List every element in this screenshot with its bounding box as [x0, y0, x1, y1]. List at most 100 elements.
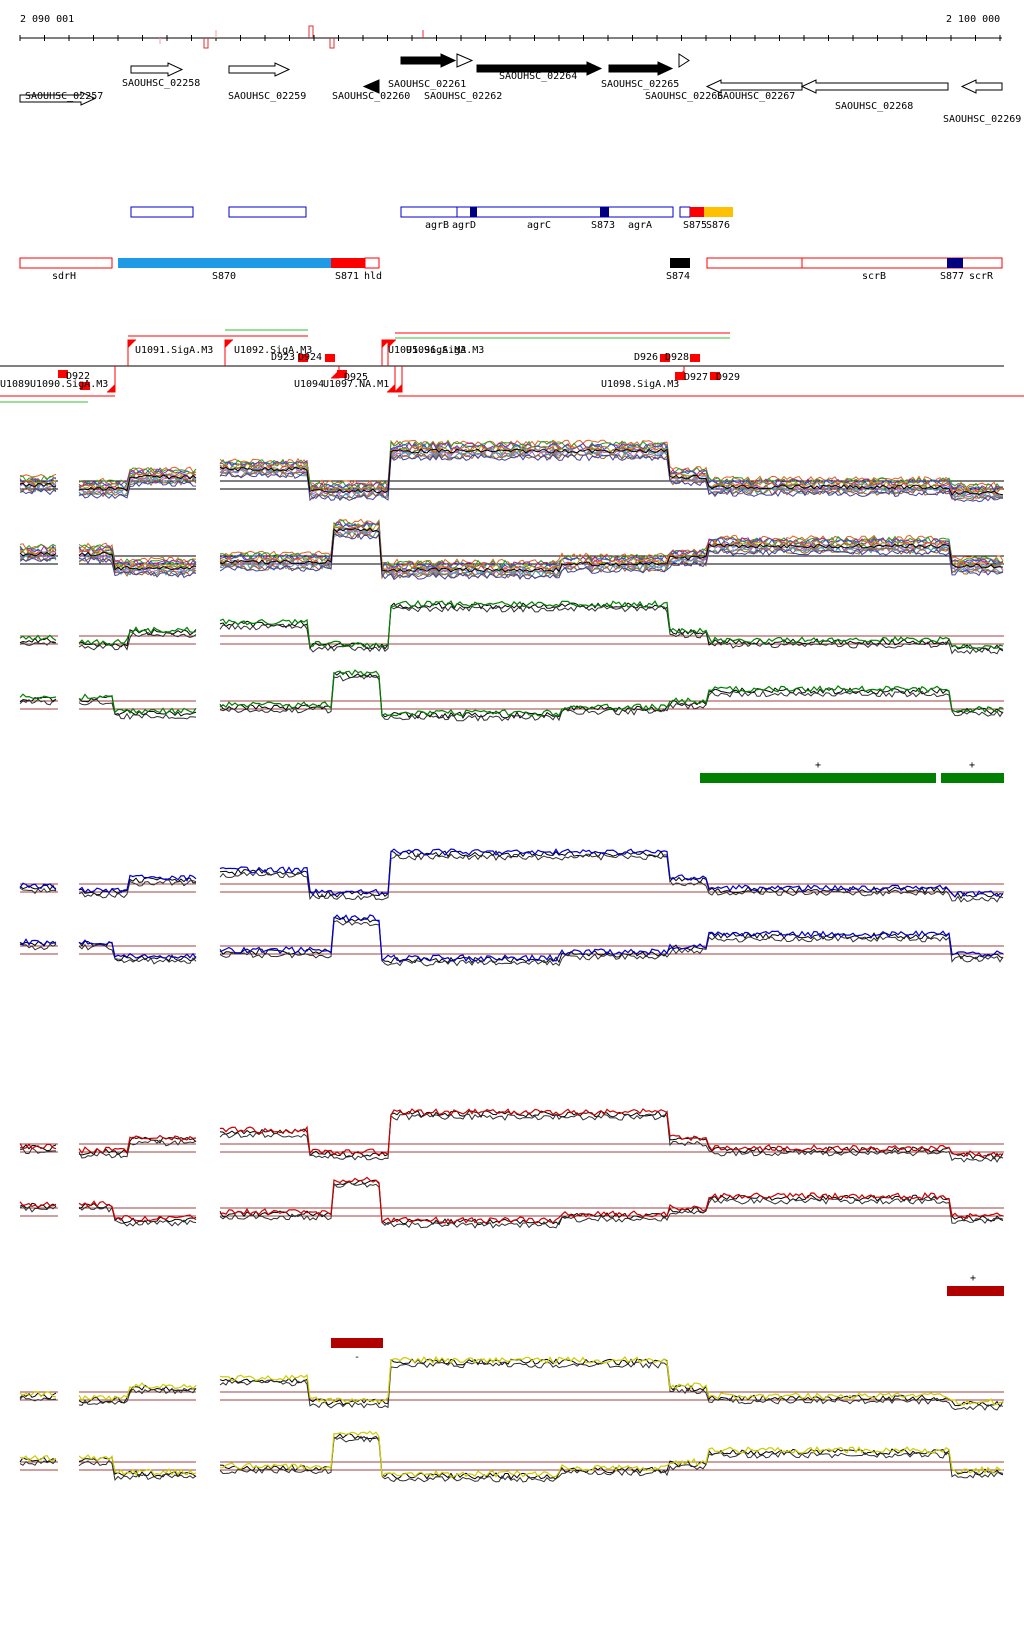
annotation-block-s874	[670, 258, 690, 268]
terminator-block	[298, 354, 308, 362]
expression-trace	[19, 1430, 1004, 1478]
expression-trace	[19, 671, 1004, 719]
expression-trace	[19, 1361, 1004, 1411]
annotation-label-agra: agrA	[628, 220, 652, 231]
gene-arrow-saouhsc_02258	[130, 62, 184, 77]
annotation-box-scr	[706, 257, 1003, 269]
promoter-label: U1090.SigA.M3	[30, 379, 108, 390]
promoter-label: D923	[271, 352, 295, 363]
gene-arrow-saouhsc_02269	[960, 79, 1003, 94]
annotation-label-agrd: agrD	[452, 220, 476, 231]
strand-label: -	[354, 1352, 360, 1363]
gene-arrow-saouhsc_02268	[800, 79, 949, 94]
terminator-block	[337, 370, 347, 378]
expression-trace	[19, 448, 1004, 496]
gene-arrow-saouhsc_02257	[19, 91, 97, 106]
gene-arrow-saouhsc_02261	[400, 53, 457, 68]
promoter-label: D925	[344, 372, 368, 383]
annotation-label-s875: S875	[683, 220, 707, 231]
annotation-label-s871: S871	[335, 271, 359, 282]
annotation-label-agrb: agrB	[425, 220, 449, 231]
annotation-label-scrb: scrB	[862, 271, 886, 282]
annotation-box	[228, 206, 307, 218]
annotation-box-agr-operon	[400, 206, 674, 218]
annotation-label-s873: S873	[591, 220, 615, 231]
gene-arrow-saouhsc_02266	[678, 53, 690, 68]
expression-trace	[19, 914, 1004, 963]
significance-bars: + + + -	[331, 760, 1004, 1363]
expression-trace	[19, 1355, 1004, 1406]
end-coordinate: 2 100 000	[946, 14, 1000, 25]
gene-arrow-saouhsc_02267	[705, 79, 803, 94]
expression-trace	[19, 920, 1004, 967]
expression-trace	[19, 452, 1004, 502]
promoter-flag-head	[107, 384, 115, 392]
annotation-box	[679, 206, 691, 218]
promoter-label: D924	[298, 352, 322, 363]
significance-bar-red	[331, 1338, 383, 1348]
expression-panel-blue	[19, 848, 1004, 967]
gene-arrow-saouhsc_02264	[476, 61, 603, 76]
expression-trace	[19, 1108, 1004, 1158]
strand-label: +	[969, 760, 975, 771]
gene-track: SAOUHSC_02257 SAOUHSC_02258 SAOUHSC_02259 S…	[19, 53, 1021, 125]
annotation-block-s877	[947, 258, 963, 268]
promoter-label: D929	[716, 372, 740, 383]
terminator-block	[710, 372, 720, 380]
annotation-block-s873	[600, 207, 609, 217]
annotation-label-hld: hld	[364, 271, 382, 282]
annotation-block-s875	[690, 207, 704, 217]
gene-arrow-saouhsc_02265	[608, 61, 674, 76]
gene-label: SAOUHSC_02262	[424, 91, 502, 102]
gene-label: SAOUHSC_02265	[601, 79, 679, 90]
promoter-label: D928	[665, 352, 689, 363]
annotation-block-s876	[704, 207, 733, 217]
expression-trace	[19, 1113, 1004, 1163]
expression-trace	[19, 600, 1004, 650]
promoter-flag-head	[388, 340, 396, 348]
promoter-label: U1092.SigA.M3	[234, 345, 312, 356]
promoter-label: D927	[684, 372, 708, 383]
expression-trace	[19, 1435, 1004, 1483]
annotation-block-s870	[118, 258, 331, 268]
expression-panel-red	[19, 1108, 1004, 1229]
significance-bar-green	[941, 773, 1004, 783]
gene-label: SAOUHSC_02264	[499, 71, 577, 82]
expression-panels: + + + -	[19, 439, 1004, 1483]
gene-arrow-saouhsc_02259	[228, 62, 291, 77]
gene-label: SAOUHSC_02267	[717, 91, 795, 102]
terminator-block	[58, 370, 68, 378]
annotation-label-s870: S870	[212, 271, 236, 282]
coordinate-ruler: 2 090 001 2 100 000	[19, 14, 1002, 49]
expression-trace	[19, 853, 1004, 903]
promoter-flag-head	[394, 384, 402, 392]
promoter-label: U1089	[0, 379, 30, 390]
annotation-box	[130, 206, 194, 218]
significance-bar-green	[700, 773, 936, 783]
gene-label: SAOUHSC_02268	[835, 101, 913, 112]
annotation-box-sdrh	[19, 257, 113, 269]
promoter-label: U1096.SigA.M3	[406, 345, 484, 356]
terminator-block	[80, 382, 90, 390]
terminator-block	[325, 354, 335, 362]
promoter-label: D926	[634, 352, 658, 363]
promoter-flag-head	[128, 340, 136, 348]
expression-trace	[19, 1176, 1004, 1224]
annotation-label-scrr: scrR	[969, 271, 994, 282]
gene-label: SAOUHSC_02258	[122, 78, 200, 89]
strand-label: +	[970, 1273, 976, 1284]
significance-bar-red	[947, 1286, 1004, 1296]
promoter-label: U1095.SigA.M3	[388, 345, 466, 356]
annotation-track-minus: sdrH S870 S871 hld S874 scrB S877 scrR	[19, 257, 1003, 282]
annotation-label-s877: S877	[940, 271, 964, 282]
start-coordinate: 2 090 001	[20, 14, 74, 25]
terminator-block	[690, 354, 700, 362]
promoter-label: U1098.SigA.M3	[601, 379, 679, 390]
gene-arrow-saouhsc_02260	[362, 79, 380, 94]
terminator-block	[660, 354, 670, 362]
gene-label: SAOUHSC_02259	[228, 91, 306, 102]
annotation-label-sdrh: sdrH	[52, 271, 76, 282]
